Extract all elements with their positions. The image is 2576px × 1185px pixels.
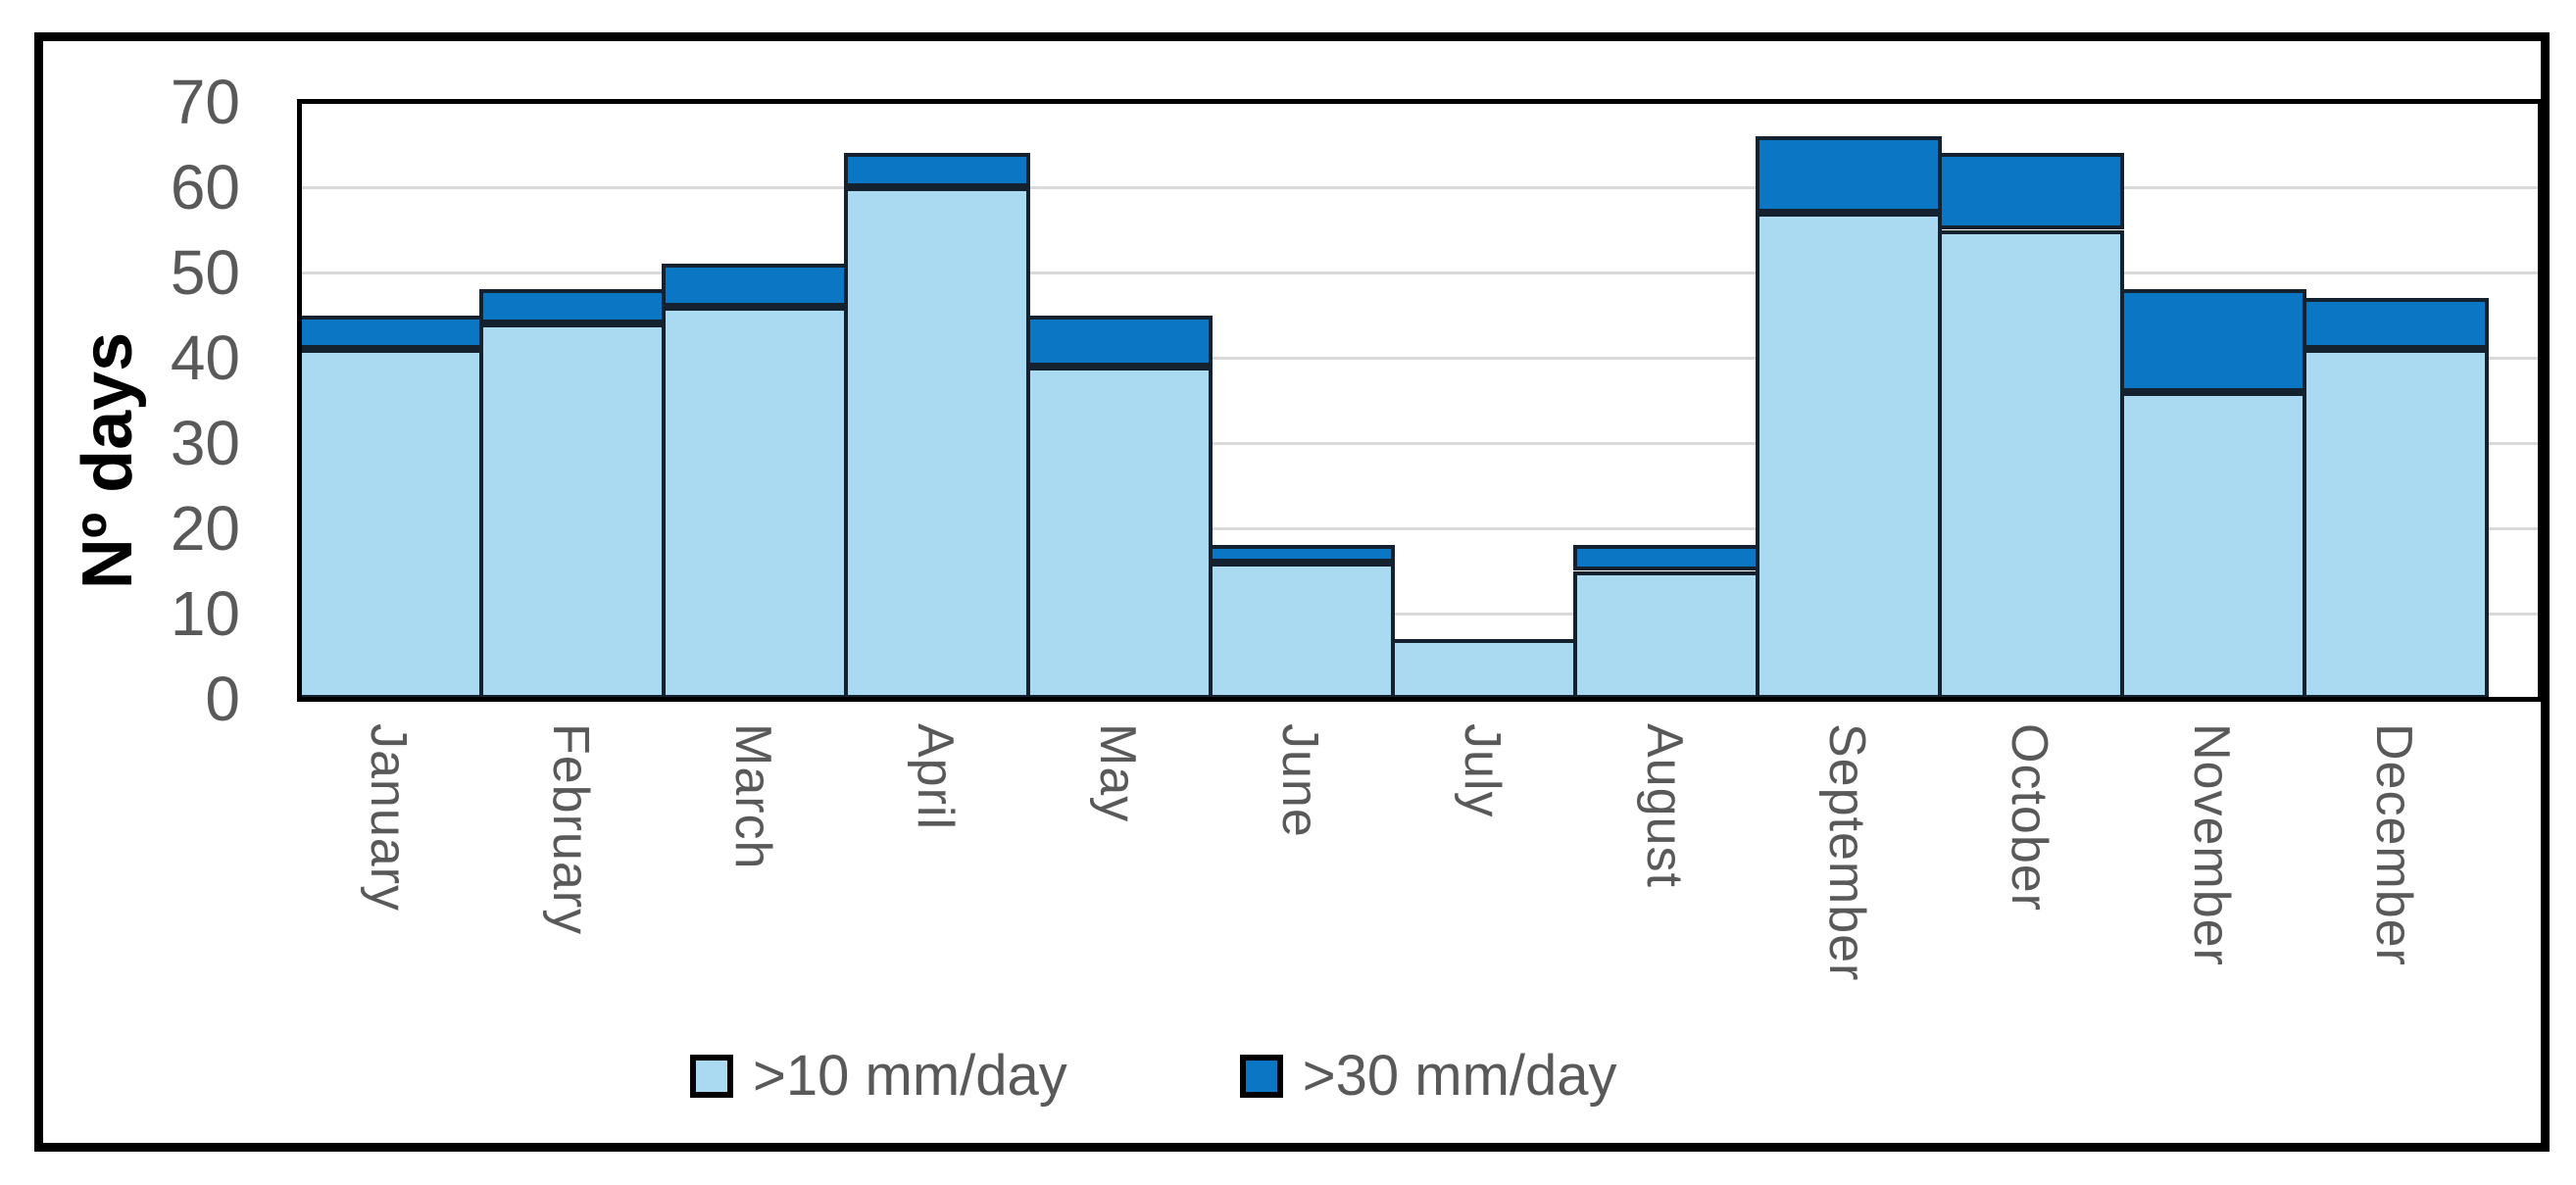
bar-november-gt30 bbox=[2120, 289, 2306, 392]
x-axis-label-may: May bbox=[1089, 723, 1146, 823]
bar-november-gt10 bbox=[2120, 391, 2306, 699]
x-axis-label-december: December bbox=[2365, 723, 2422, 966]
x-axis-label-february: February bbox=[542, 723, 599, 936]
x-axis-label-august: August bbox=[1636, 723, 1693, 888]
y-tick-label-40: 40 bbox=[170, 322, 240, 393]
y-tick-label-0: 0 bbox=[205, 664, 240, 734]
gridline-60 bbox=[302, 186, 2538, 189]
bar-january-gt10 bbox=[297, 349, 483, 699]
gridline-40 bbox=[302, 357, 2538, 360]
bar-june-gt30 bbox=[1209, 545, 1395, 563]
legend-label-gt10: >10 mm/day bbox=[753, 1044, 1067, 1108]
x-axis-label-november: November bbox=[2183, 723, 2240, 966]
bar-february-gt30 bbox=[479, 289, 666, 324]
y-tick-label-70: 70 bbox=[170, 67, 240, 137]
gridline-50 bbox=[302, 272, 2538, 274]
x-axis-label-april: April bbox=[907, 723, 964, 831]
bar-october-gt10 bbox=[1938, 229, 2124, 699]
bar-march-gt10 bbox=[662, 306, 848, 699]
x-axis-label-march: March bbox=[724, 723, 781, 870]
bar-june-gt10 bbox=[1209, 562, 1395, 699]
x-axis-label-october: October bbox=[2001, 723, 2057, 912]
bar-august-gt30 bbox=[1573, 545, 1759, 571]
legend-item-gt10: >10 mm/day bbox=[690, 1045, 1067, 1108]
y-tick-label-50: 50 bbox=[170, 237, 240, 308]
y-tick-label-20: 20 bbox=[170, 493, 240, 564]
x-axis-label-september: September bbox=[1818, 723, 1875, 982]
legend: >10 mm/day >30 mm/day bbox=[690, 1045, 1617, 1108]
bar-february-gt10 bbox=[479, 323, 666, 699]
y-tick-label-30: 30 bbox=[170, 408, 240, 478]
legend-label-gt30: >30 mm/day bbox=[1302, 1044, 1617, 1108]
legend-swatch-gt30-icon bbox=[1239, 1055, 1283, 1098]
x-axis-label-july: July bbox=[1454, 723, 1511, 818]
bar-december-gt30 bbox=[2303, 298, 2489, 350]
y-tick-label-10: 10 bbox=[170, 578, 240, 649]
bar-may-gt10 bbox=[1026, 366, 1213, 699]
legend-item-gt30: >30 mm/day bbox=[1239, 1044, 1617, 1108]
bar-september-gt10 bbox=[1756, 213, 1942, 699]
x-axis-label-june: June bbox=[1271, 723, 1328, 838]
bar-october-gt30 bbox=[1938, 153, 2124, 230]
y-tick-label-60: 60 bbox=[170, 152, 240, 222]
bar-august-gt10 bbox=[1573, 570, 1759, 699]
gridline-30 bbox=[302, 442, 2538, 445]
gridline-10 bbox=[302, 613, 2538, 616]
bar-may-gt30 bbox=[1026, 315, 1213, 367]
bar-january-gt30 bbox=[297, 315, 483, 350]
bar-april-gt10 bbox=[844, 187, 1030, 699]
bar-march-gt30 bbox=[662, 264, 848, 307]
bar-april-gt30 bbox=[844, 153, 1030, 187]
gridline-20 bbox=[302, 527, 2538, 530]
bar-july-gt10 bbox=[1391, 639, 1577, 699]
x-axis-label-january: January bbox=[360, 723, 417, 912]
bar-december-gt10 bbox=[2303, 349, 2489, 699]
bar-september-gt30 bbox=[1756, 135, 1942, 214]
legend-swatch-gt10-icon bbox=[690, 1055, 733, 1098]
